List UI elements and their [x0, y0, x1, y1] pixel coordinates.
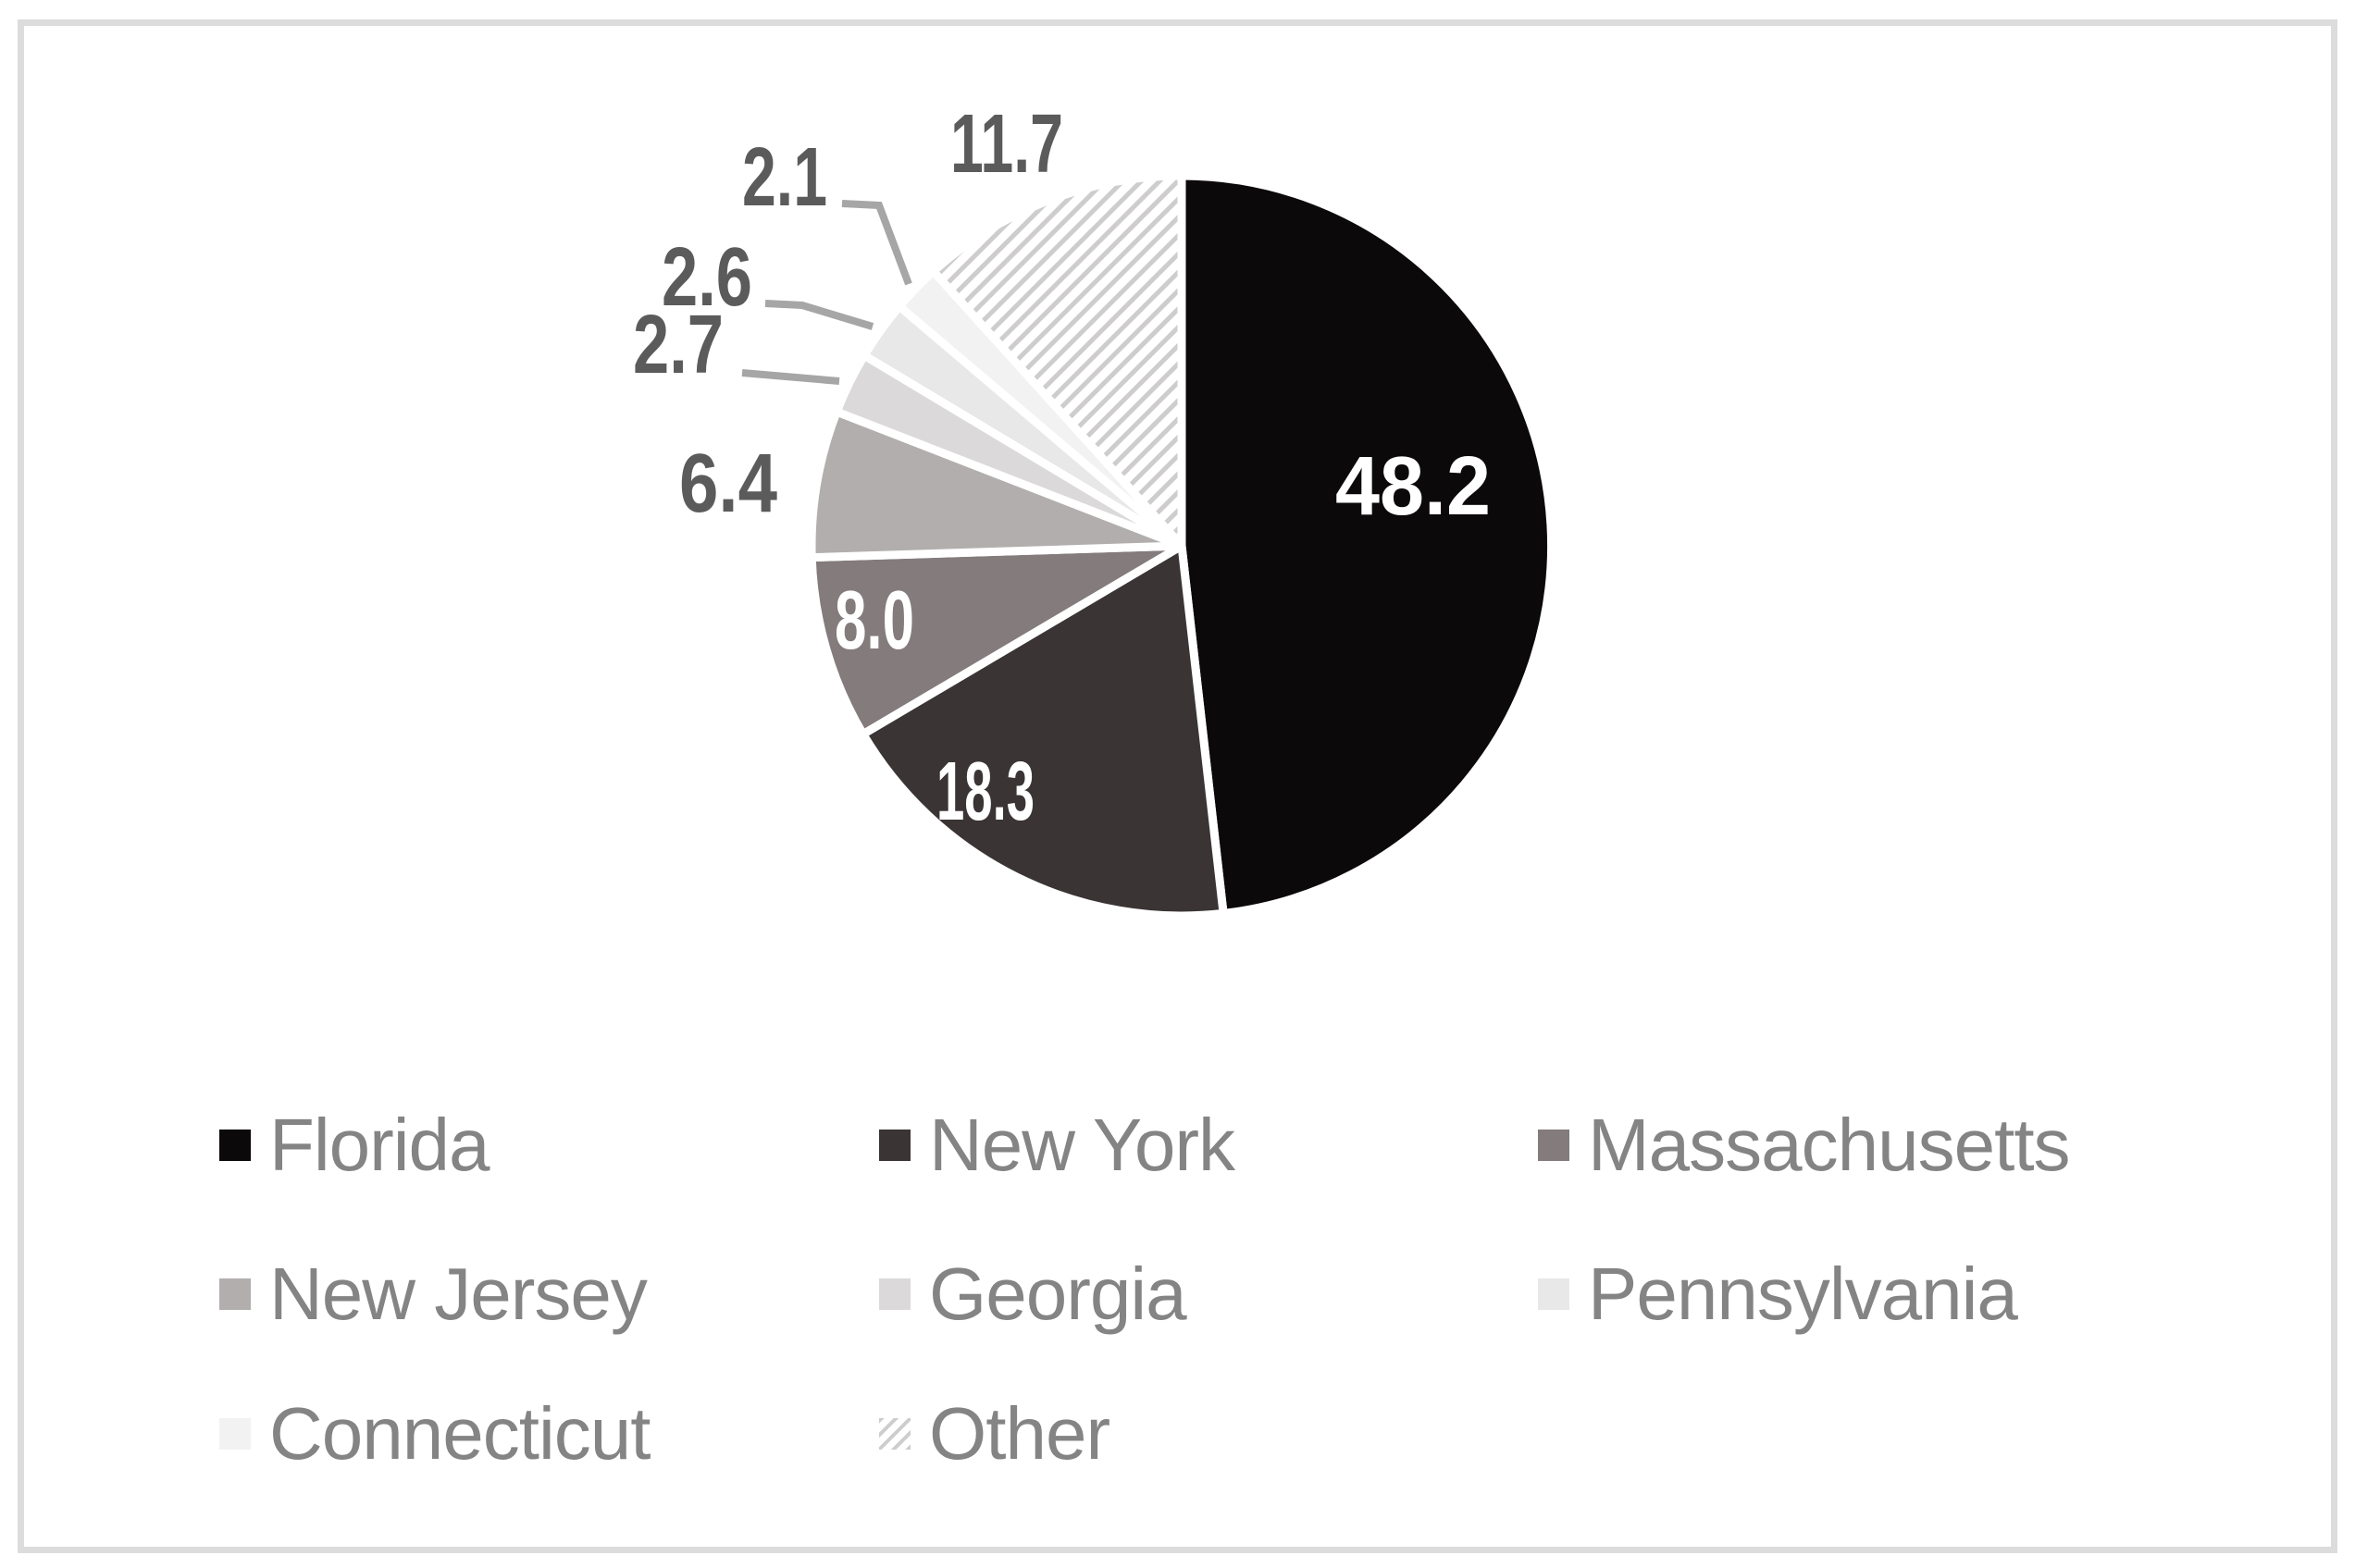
pie-slices [807, 171, 1556, 920]
legend-label-georgia: Georgia [929, 1253, 1187, 1335]
legend-label-florida: Florida [269, 1104, 490, 1186]
legend-item-massachusetts[interactable]: Massachusetts [1538, 1104, 2071, 1187]
legend-item-other[interactable]: Other [879, 1392, 1110, 1475]
leader-line-georgia [741, 369, 840, 385]
legend-item-new-jersey[interactable]: New Jersey [219, 1253, 648, 1336]
data-label-new-jersey: 6.4 [679, 438, 777, 530]
data-labels: 48.2 18.3 8.0 6.4 2.72.62.1 11.7 [633, 98, 1491, 838]
data-label-pennsylvania: 2.6 [662, 231, 752, 324]
data-label-new-york: 18.3 [936, 746, 1035, 838]
legend-label-new-york: New York [929, 1104, 1235, 1186]
data-label-other: 11.7 [950, 98, 1063, 191]
legend-label-pennsylvania: Pennsylvania [1588, 1253, 2018, 1335]
legend-marker-new-york [879, 1130, 911, 1161]
leader-lines [741, 200, 912, 385]
legend-label-other: Other [929, 1392, 1110, 1475]
leader-line-connecticut [841, 200, 912, 286]
legend-label-new-jersey: New Jersey [269, 1253, 648, 1335]
pie-slice-new-jersey[interactable] [807, 406, 1184, 562]
legend-marker-massachusetts [1538, 1130, 1569, 1161]
pie-slice-new-york[interactable] [857, 538, 1229, 920]
legend-item-georgia[interactable]: Georgia [879, 1253, 1187, 1336]
legend-item-connecticut[interactable]: Connecticut [219, 1392, 651, 1475]
data-label-connecticut: 2.1 [742, 131, 827, 224]
legend-item-florida[interactable]: Florida [219, 1104, 490, 1187]
legend-marker-connecticut [219, 1418, 251, 1450]
data-label-florida: 48.2 [1335, 440, 1491, 533]
legend-marker-other [879, 1418, 911, 1450]
legend-marker-georgia [879, 1278, 911, 1310]
leader-line-pennsylvania [764, 300, 874, 330]
data-label-massachusetts: 8.0 [835, 574, 914, 667]
legend-marker-pennsylvania [1538, 1278, 1569, 1310]
legend-marker-florida [219, 1130, 251, 1161]
legend-label-massachusetts: Massachusetts [1588, 1104, 2071, 1186]
legend-item-pennsylvania[interactable]: Pennsylvania [1538, 1253, 2018, 1336]
legend-marker-new-jersey [219, 1278, 251, 1310]
pie-slice-massachusetts[interactable] [807, 541, 1184, 740]
pie-slice-florida[interactable] [1177, 171, 1556, 919]
data-label-georgia: 2.7 [633, 299, 724, 391]
legend-item-new-york[interactable]: New York [879, 1104, 1235, 1187]
legend-label-connecticut: Connecticut [269, 1392, 651, 1475]
pie-slice-other[interactable] [927, 171, 1186, 557]
